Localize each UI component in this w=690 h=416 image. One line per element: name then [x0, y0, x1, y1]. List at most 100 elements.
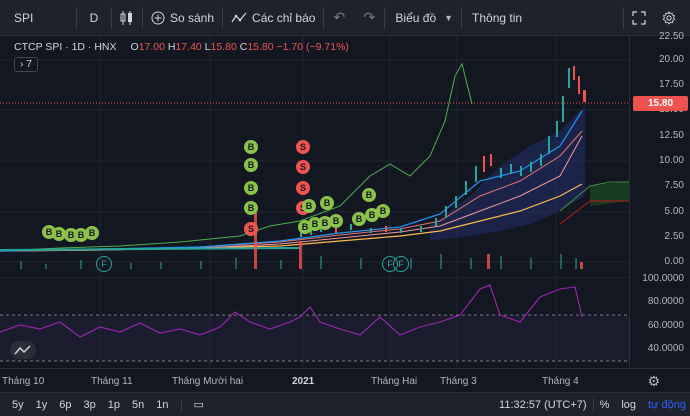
- toolbar-divider: [592, 397, 594, 412]
- sell-marker[interactable]: S: [296, 160, 310, 174]
- buy-marker[interactable]: B: [244, 158, 258, 172]
- resolution-label: D: [89, 10, 99, 25]
- cloud-icon: [14, 345, 31, 355]
- time-axis-label: 2021: [292, 376, 315, 387]
- buy-marker[interactable]: B: [74, 228, 88, 242]
- chart-pane[interactable]: B B B B B B B B B B S S S S S B B B B B …: [0, 31, 690, 368]
- price-axis[interactable]: 22.50 20.00 17.50 15.00 12.50 10.00 7.50…: [629, 31, 690, 368]
- plus-circle-icon: [151, 11, 165, 24]
- candles: [0, 66, 586, 251]
- chart-type-button[interactable]: [112, 0, 142, 36]
- legend-high: 17.40: [175, 41, 202, 53]
- collapsed-indicator-count: 7: [26, 59, 32, 70]
- chevron-right-icon: ›: [20, 59, 24, 70]
- compare-button[interactable]: So sánh: [143, 0, 222, 36]
- toolbar-divider: [384, 6, 386, 29]
- info-label: Thông tin: [472, 10, 523, 25]
- range-button-3p[interactable]: 3p: [83, 398, 96, 411]
- rsi-chart: [0, 277, 629, 362]
- undo-button[interactable]: ↶: [324, 0, 354, 36]
- rsi-axis-label: 80.0000: [647, 296, 684, 307]
- top-toolbar: SPI D So sánh Các chỉ báo ↶ ↷: [0, 0, 690, 36]
- legend-low-key: L: [204, 41, 211, 53]
- fund-marker[interactable]: F: [393, 256, 409, 272]
- indicators-icon: [231, 12, 247, 22]
- buy-marker[interactable]: B: [318, 216, 332, 230]
- compare-label: So sánh: [170, 10, 215, 25]
- price-axis-label: 7.50: [664, 180, 684, 191]
- candles-icon: [120, 10, 132, 25]
- price-axis-label: 12.50: [658, 130, 684, 141]
- resolution-button[interactable]: D: [77, 0, 111, 36]
- tradingview-logo[interactable]: [10, 341, 36, 359]
- price-axis-label: 2.50: [664, 231, 684, 242]
- toolbar-right: [623, 0, 690, 36]
- time-axis-label: Tháng 4: [542, 376, 579, 387]
- toolbar-divider: [180, 397, 182, 412]
- range-button-5n[interactable]: 5n: [132, 398, 145, 411]
- sell-marker[interactable]: S: [296, 181, 310, 195]
- legend-high-key: H: [167, 41, 176, 53]
- range-button-6p[interactable]: 6p: [59, 398, 72, 411]
- toolbar-divider: [142, 6, 143, 29]
- buy-marker[interactable]: B: [329, 214, 343, 228]
- sell-marker[interactable]: S: [296, 140, 310, 154]
- time-axis-label: Tháng 3: [440, 376, 477, 387]
- range-button-5y[interactable]: 5y: [12, 398, 24, 411]
- log-toggle[interactable]: log: [621, 398, 637, 411]
- volume-bars: [20, 254, 577, 269]
- legend-title: CTCP SPI · 1D · HNX: [14, 41, 117, 53]
- price-axis-label: 0.00: [664, 256, 684, 267]
- bottom-toolbar: 5y 1y 6p 3p 1p 5n 1n ▭ 11:32:57 (UTC+7) …: [0, 392, 690, 416]
- buy-marker[interactable]: B: [320, 196, 334, 210]
- price-chart[interactable]: [0, 36, 629, 368]
- redo-button[interactable]: ↷: [354, 0, 384, 36]
- auto-toggle[interactable]: tự động: [648, 398, 686, 411]
- buy-marker[interactable]: B: [365, 208, 379, 222]
- time-axis[interactable]: Tháng 10 Tháng 11 Tháng Mười hai 2021 Th…: [0, 368, 690, 392]
- toolbar-divider: [111, 6, 112, 29]
- percent-toggle[interactable]: %: [599, 398, 610, 411]
- buy-marker[interactable]: B: [244, 140, 258, 154]
- settings-button[interactable]: [654, 0, 684, 36]
- fund-marker[interactable]: F: [96, 256, 112, 272]
- buy-marker[interactable]: B: [244, 201, 258, 215]
- info-button[interactable]: Thông tin: [462, 0, 530, 36]
- symbol-label: SPI: [14, 10, 34, 25]
- clock[interactable]: 11:32:57 (UTC+7): [499, 398, 587, 411]
- toolbar-divider: [623, 6, 624, 29]
- rsi-axis-label: 40.0000: [647, 343, 684, 354]
- toolbar-divider: [461, 6, 463, 29]
- rsi-axis-label: 60.0000: [647, 320, 684, 331]
- indicators-collapse-button[interactable]: › 7: [14, 57, 38, 72]
- price-axis-label: 5.00: [664, 206, 684, 217]
- buy-marker[interactable]: B: [352, 212, 366, 226]
- price-axis-label: 10.00: [658, 155, 684, 166]
- time-axis-label: Tháng 11: [91, 376, 133, 387]
- legend-open-key: O: [130, 41, 139, 53]
- price-axis-label: 17.50: [658, 79, 684, 90]
- rsi-pane[interactable]: [0, 277, 629, 368]
- current-price-tag: 15.80: [633, 96, 688, 111]
- fullscreen-button[interactable]: [624, 0, 654, 36]
- buy-marker[interactable]: B: [362, 188, 376, 202]
- chart-settings-icon[interactable]: ⚙: [647, 373, 660, 389]
- buy-marker[interactable]: B: [244, 181, 258, 195]
- range-button-1y[interactable]: 1y: [35, 398, 48, 411]
- range-button-1p[interactable]: 1p: [107, 398, 120, 411]
- buy-marker[interactable]: B: [376, 204, 390, 218]
- time-axis-label: Tháng Mười hai: [172, 376, 244, 387]
- indicators-button[interactable]: Các chỉ báo: [223, 0, 323, 36]
- buy-marker[interactable]: B: [85, 226, 99, 240]
- legend-low: 15.80: [210, 41, 237, 53]
- buy-marker[interactable]: B: [52, 227, 66, 241]
- chart-menu-button[interactable]: Biểu đồ ▼: [385, 0, 461, 36]
- sell-marker[interactable]: S: [244, 222, 258, 236]
- date-range-icon[interactable]: ▭: [193, 399, 204, 411]
- buy-marker[interactable]: B: [302, 199, 316, 213]
- symbol-search[interactable]: SPI: [0, 0, 76, 36]
- toolbar-divider: [222, 6, 224, 29]
- redo-icon: ↷: [363, 9, 376, 25]
- bottombar-right: 11:32:57 (UTC+7) % log tự động: [493, 397, 690, 412]
- range-button-1n[interactable]: 1n: [156, 398, 169, 411]
